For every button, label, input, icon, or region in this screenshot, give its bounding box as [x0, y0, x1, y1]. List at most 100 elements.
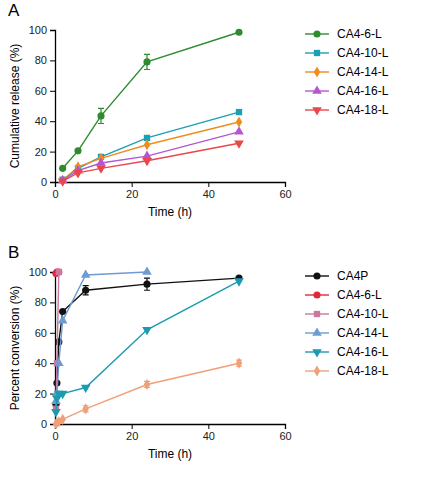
- error-bar: [144, 54, 150, 69]
- y-axis-title: Percent conversion (%): [8, 286, 22, 411]
- series-line: [63, 132, 239, 181]
- legend-marker: [314, 365, 320, 376]
- x-tick: 0: [52, 182, 58, 200]
- point: [73, 170, 83, 178]
- point: [142, 266, 152, 274]
- legend-label: CA4-16-L: [337, 345, 389, 359]
- y-tick-label: 60: [35, 85, 47, 97]
- x-tick: 40: [203, 424, 215, 442]
- y-tick-mark: [50, 302, 55, 303]
- series-line: [56, 281, 239, 412]
- y-tick-mark: [50, 152, 55, 153]
- point: [96, 157, 106, 165]
- point: [58, 178, 68, 186]
- x-tick-label: 0: [52, 430, 58, 442]
- y-tick-label: 60: [35, 327, 47, 339]
- y-tick-label: 100: [29, 266, 47, 278]
- point: [59, 308, 66, 315]
- legend: CA4-6-L CA4-10-L CA4-14-L CA4-16-L CA4-18-L: [305, 27, 389, 117]
- y-tick: 100: [29, 266, 55, 278]
- point: [236, 109, 242, 115]
- x-axis-line: [56, 183, 286, 188]
- legend-label: CA4-18-L: [337, 364, 389, 378]
- x-tick: 60: [279, 182, 291, 200]
- y-axis: 020406080100: [29, 266, 56, 430]
- x-tick-label: 40: [203, 430, 215, 442]
- point: [142, 151, 152, 159]
- plot-area: [51, 266, 244, 429]
- legend-marker: [312, 85, 322, 93]
- legend-marker: [314, 311, 320, 317]
- y-tick-mark: [50, 182, 55, 183]
- y-tick-mark: [50, 333, 55, 334]
- legend-marker: [313, 291, 320, 298]
- figure: 0204060020406080100Time (h)Cumulative re…: [0, 0, 426, 500]
- y-tick-label: 20: [35, 388, 47, 400]
- x-tick: 60: [279, 424, 291, 442]
- error-bar: [83, 286, 89, 295]
- y-tick: 20: [35, 388, 55, 400]
- point: [56, 269, 62, 275]
- point: [81, 269, 91, 277]
- y-tick-label: 40: [35, 115, 47, 127]
- legend-marker: [313, 30, 320, 37]
- point: [142, 158, 152, 166]
- legend: CA4PCA4-6-LCA4-10-LCA4-14-LCA4-16-LCA4-1…: [305, 269, 389, 378]
- x-tick-mark: [132, 424, 133, 429]
- y-tick-label: 100: [29, 24, 47, 36]
- legend-label: CA4-18-L: [337, 103, 389, 117]
- legend-item: CA4-16-L: [305, 84, 389, 98]
- y-tick: 80: [35, 54, 55, 66]
- legend-item: CA4-18-L: [305, 364, 389, 378]
- panel: 0204060020406080100Time (h)Percent conve…: [8, 266, 292, 461]
- legend-item: CA4-16-L: [305, 345, 389, 359]
- y-tick-mark: [50, 121, 55, 122]
- point: [81, 385, 91, 393]
- point: [74, 147, 81, 154]
- y-tick-label: 80: [35, 296, 47, 308]
- x-tick-mark: [285, 182, 286, 187]
- point: [96, 166, 106, 174]
- point: [144, 379, 150, 390]
- legend-label: CA4-14-L: [337, 326, 389, 340]
- point: [144, 139, 150, 150]
- legend-marker: [312, 107, 322, 115]
- plot-area: [58, 29, 244, 187]
- point: [82, 287, 89, 294]
- y-tick: 0: [41, 176, 55, 188]
- y-tick: 60: [35, 85, 55, 97]
- legend-item: CA4-6-L: [305, 27, 382, 41]
- legend-item: CA4-14-L: [305, 326, 389, 340]
- point: [82, 403, 88, 414]
- x-axis: 0204060: [52, 182, 291, 200]
- x-tick-mark: [285, 424, 286, 429]
- legend-item: CA4P: [305, 269, 368, 283]
- y-tick-label: 20: [35, 146, 47, 158]
- point: [235, 29, 242, 36]
- y-tick-mark: [50, 60, 55, 61]
- series-line: [56, 278, 239, 404]
- y-tick: 60: [35, 327, 55, 339]
- legend-label: CA4-6-L: [337, 288, 382, 302]
- point: [143, 281, 150, 288]
- legend-label: CA4-14-L: [337, 65, 389, 79]
- panel-label: A: [8, 1, 20, 20]
- x-axis-title: Time (h): [148, 447, 192, 461]
- error-bar: [144, 278, 150, 290]
- point: [59, 414, 65, 425]
- series-line: [56, 363, 239, 424]
- legend-label: CA4-16-L: [337, 84, 389, 98]
- point: [142, 327, 152, 335]
- point: [55, 268, 62, 275]
- legend-item: CA4-14-L: [305, 65, 389, 79]
- x-axis-line: [56, 425, 286, 430]
- y-tick-label: 80: [35, 54, 47, 66]
- point: [234, 126, 244, 134]
- series-line: [63, 143, 239, 181]
- x-tick-label: 60: [279, 188, 291, 200]
- legend-marker: [312, 349, 322, 357]
- x-tick: 20: [126, 182, 138, 200]
- legend-label: CA4-10-L: [337, 46, 389, 60]
- x-axis-title: Time (h): [148, 205, 192, 219]
- point: [234, 278, 244, 286]
